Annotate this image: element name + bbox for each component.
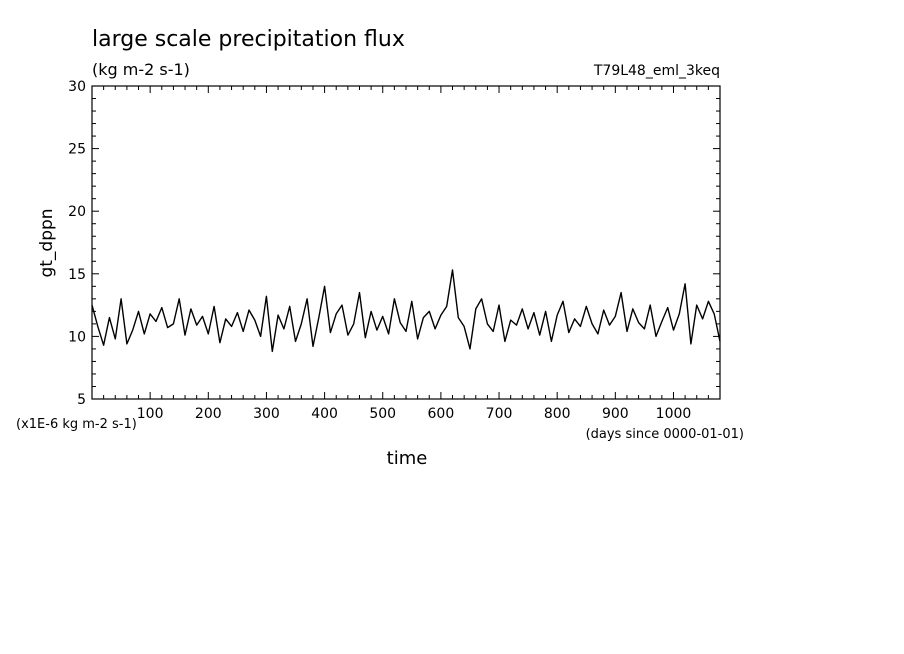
y-tick-label: 25 (68, 142, 86, 158)
series-line (91, 269, 721, 353)
x-tick-label: 400 (311, 406, 338, 422)
x-tick-label: 1000 (656, 406, 692, 422)
y-tick-label: 15 (68, 267, 86, 283)
x-tick-label: 700 (486, 406, 513, 422)
x-axis-label: time (387, 448, 428, 469)
x-tick-label: 600 (428, 406, 455, 422)
x-tick-label: 300 (253, 406, 280, 422)
y-tick-label: 30 (68, 79, 86, 95)
x-units-note: (days since 0000-01-01) (586, 427, 744, 442)
chart-title: large scale precipitation flux (92, 27, 405, 52)
x-tick-label: 500 (369, 406, 396, 422)
chart-subtitle: (kg m-2 s-1) (92, 60, 190, 79)
x-tick-label: 200 (195, 406, 222, 422)
x-tick-label: 100 (137, 406, 164, 422)
y-scale-note: (x1E-6 kg m-2 s-1) (16, 417, 137, 432)
x-tick-label: 900 (602, 406, 629, 422)
y-tick-label: 10 (68, 329, 86, 345)
run-label: T79L48_eml_3keq (593, 63, 720, 79)
x-axis-ticks: 100 200 300 400 500 600 700 800 900 1000 (91, 86, 721, 422)
y-axis-label: gt_dppn (37, 208, 57, 277)
y-axis-ticks: 5 10 15 20 25 30 (68, 79, 720, 408)
y-tick-label: 20 (68, 204, 86, 220)
y-tick-label: 5 (77, 392, 86, 408)
plot-frame (91, 85, 721, 400)
x-tick-label: 800 (544, 406, 571, 422)
